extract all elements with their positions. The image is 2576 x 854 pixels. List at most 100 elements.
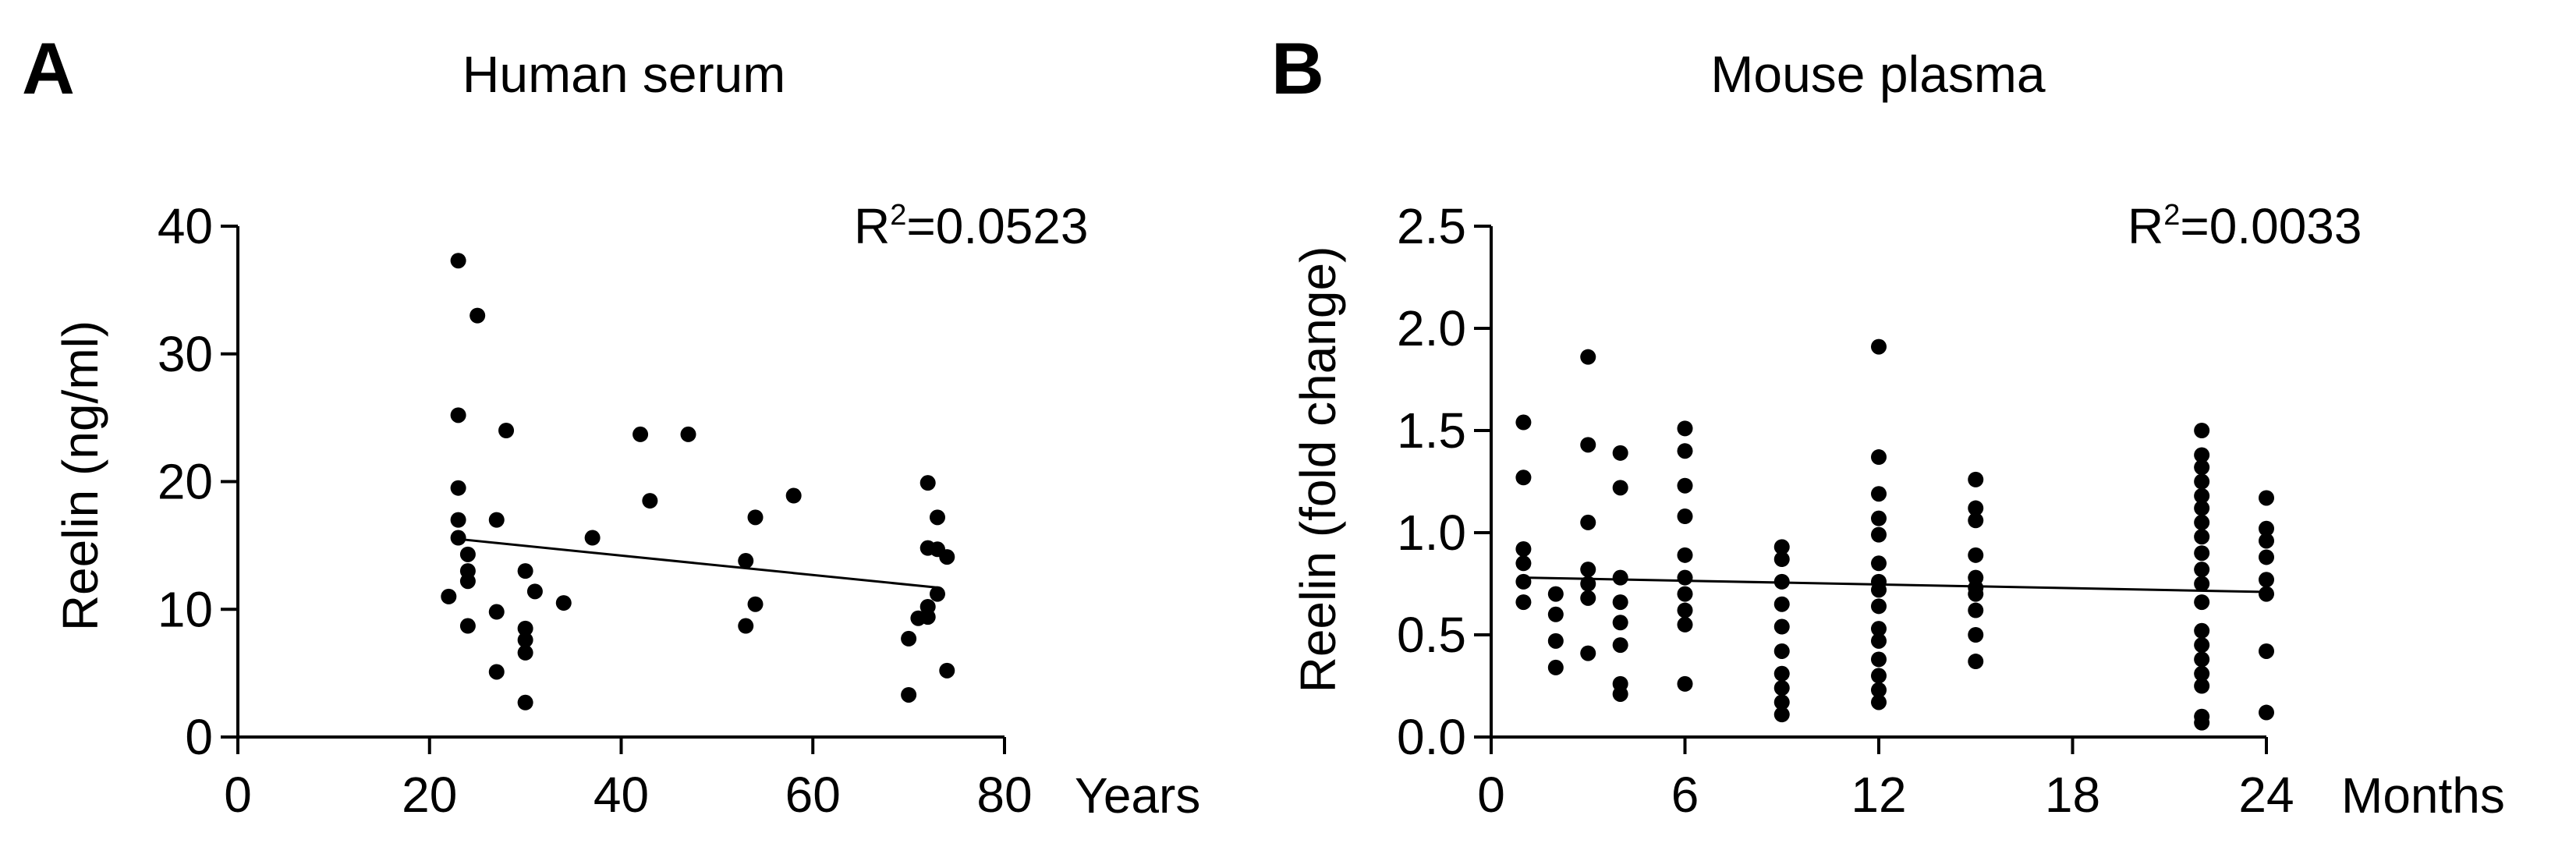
panel-b-x-tick-label: 0 <box>1477 767 1505 823</box>
panel-b-data-point <box>2194 714 2210 731</box>
panel-b-data-point <box>2194 529 2210 545</box>
panel-a-y-tick-label: 40 <box>158 198 213 254</box>
panel-b-trendline-group <box>1523 576 2267 594</box>
panel-b-data-point <box>2194 514 2210 530</box>
panel-b-data-point <box>1773 707 1790 723</box>
panel-b-data-point <box>1871 526 1887 543</box>
panel-b-data-point <box>1773 694 1790 710</box>
panel-b-data-point <box>2194 678 2210 694</box>
panel-b-x-tick-label: 18 <box>2045 767 2100 823</box>
panel-a-data-point <box>738 618 754 634</box>
panel-b-data-point <box>1871 510 1887 526</box>
panel-a: A Human serum Reelin (ng/ml) Years R2=0.… <box>22 27 1200 824</box>
panel-b-data-point <box>1677 569 1693 586</box>
panel-a-y-tick-label: 30 <box>158 326 213 382</box>
panel-b-data-point <box>1968 547 1984 563</box>
panel-a-data-point <box>459 546 476 562</box>
panel-b-y-tick-label: 2.0 <box>1397 300 1466 356</box>
panel-b-r2-annotation: R2=0.0033 <box>2128 198 2362 254</box>
panel-a-data-point <box>901 630 917 647</box>
panel-a-data-point <box>469 307 486 324</box>
panel-a-data-point <box>517 694 533 710</box>
panel-b-data-point <box>1612 445 1628 461</box>
panel-a-data-point <box>459 573 476 590</box>
panel-b-data-point <box>1580 576 1596 592</box>
panel-a-data-point <box>488 512 505 528</box>
panel-a-data-point <box>526 583 543 600</box>
panel-b-data-point <box>1773 680 1790 696</box>
panel-b-data-point <box>1871 621 1887 637</box>
panel-b-data-point <box>1547 606 1564 622</box>
panel-a-data-point <box>632 426 649 442</box>
panel-b-points <box>1515 338 2274 731</box>
panel-b-data-point <box>1773 539 1790 555</box>
panel-a-title: Human serum <box>462 45 785 103</box>
panel-b-x-tick-label: 6 <box>1671 767 1699 823</box>
panel-b-data-point <box>2259 643 2274 659</box>
panel-b-data-point <box>1871 682 1887 698</box>
panel-b-data-point <box>2194 622 2210 639</box>
panel-a-x-tick-label: 0 <box>224 767 252 823</box>
panel-b-data-point <box>2259 549 2274 565</box>
panel-b-data-point <box>1871 338 1887 355</box>
panel-b-data-point <box>1871 694 1887 710</box>
panel-b-data-point <box>1871 555 1887 572</box>
panel-b-data-point <box>2194 594 2210 611</box>
panel-a-data-point <box>747 509 764 526</box>
panel-b-data-point <box>1968 586 1984 602</box>
panel-b-data-point <box>1968 471 1984 487</box>
panel-b-data-point <box>2194 423 2210 438</box>
panel-b-data-point <box>1677 616 1693 633</box>
panel-a-data-point <box>929 586 945 602</box>
panel-b-data-point <box>2259 520 2274 537</box>
panel-a-y-tick-label: 0 <box>185 709 213 765</box>
panel-a-x-tick-label: 80 <box>976 767 1032 823</box>
panel-b-data-point <box>1677 547 1693 563</box>
panel-a-data-point <box>555 595 572 611</box>
panel-a-data-point <box>459 618 476 634</box>
panel-b-title: Mouse plasma <box>1710 45 2045 103</box>
panel-a-data-point <box>450 253 466 269</box>
panel-b-data-point <box>1547 633 1564 649</box>
panel-a-x-tick-label: 20 <box>402 767 457 823</box>
panel-b-letter: B <box>1271 27 1324 109</box>
panel-a-trendline <box>458 537 938 589</box>
panel-b-data-point <box>2259 572 2274 588</box>
panel-b-axes: 0.0 0.5 1.0 1.5 2.0 2.5 0 6 12 18 24 <box>1397 198 2294 823</box>
panel-b-x-tick-label: 12 <box>1851 767 1906 823</box>
panel-b-data-point <box>2194 500 2210 516</box>
panel-a-data-point <box>680 426 696 442</box>
panel-b-data-point <box>1580 590 1596 606</box>
panel-b-data-point <box>1773 596 1790 612</box>
panel-a-data-point <box>517 632 533 648</box>
panel-a-data-point <box>517 620 533 636</box>
panel-b-data-point <box>1773 665 1790 682</box>
panel-b-data-point <box>2194 473 2210 490</box>
panel-b-data-point <box>2194 459 2210 476</box>
panel-a-data-point <box>450 512 466 528</box>
panel-b-data-point <box>2194 637 2210 654</box>
panel-a-data-point <box>747 596 764 612</box>
panel-a-x-tick-label: 60 <box>785 767 841 823</box>
panel-b-data-point <box>1968 654 1984 670</box>
panel-b-data-point <box>1773 618 1790 635</box>
panel-b-data-point <box>1515 594 1532 611</box>
panel-b-data-point <box>2259 586 2274 602</box>
panel-b-data-point <box>2194 487 2210 504</box>
panel-b-data-point <box>1871 598 1887 615</box>
panel-a-data-point <box>488 664 505 680</box>
panel-a-data-point <box>939 549 955 565</box>
panel-b-data-point <box>1871 449 1887 466</box>
panel-b-data-point <box>1871 582 1887 598</box>
panel-a-data-point <box>919 609 936 625</box>
panel-a-data-point <box>919 475 936 491</box>
panel-b-data-point <box>1580 437 1596 453</box>
panel-b-data-point <box>2259 490 2274 506</box>
panel-b: B Mouse plasma Reelin (fold change) Mont… <box>1271 27 2505 824</box>
panel-b-data-point <box>1580 562 1596 578</box>
panel-b-y-tick-label: 2.5 <box>1397 198 1466 254</box>
panel-a-data-point <box>441 588 457 604</box>
panel-b-y-axis-label: Reelin (fold change) <box>1290 246 1346 693</box>
panel-b-data-point <box>1580 645 1596 661</box>
